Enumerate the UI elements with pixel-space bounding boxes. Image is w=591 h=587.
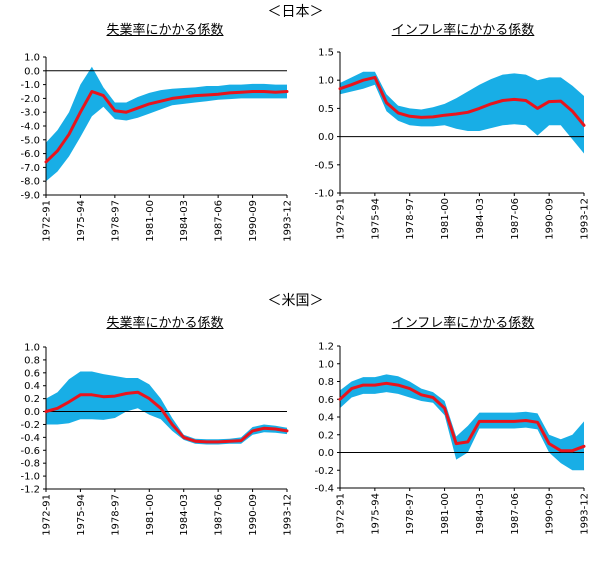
japan-unemployment-y-tick-label: -9.0 bbox=[20, 191, 40, 202]
japan-unemployment-x-tick-label: 1972-91 bbox=[42, 200, 53, 242]
japan-unemployment-y-tick-label: -3.0 bbox=[20, 108, 40, 119]
us-unemployment-x-tick-label: 1978-97 bbox=[110, 494, 121, 536]
japan-unemployment-x-tick-label: 1981-00 bbox=[145, 200, 156, 242]
japan-unemployment-x-tick-label: 1993-12 bbox=[283, 200, 294, 242]
us-unemployment-y-tick-label: -0.4 bbox=[20, 433, 40, 444]
japan-inflation-x-tick-label: 1978-97 bbox=[405, 198, 416, 240]
us-heading: ＜米国＞ bbox=[267, 293, 324, 309]
japan-inflation-x-tick-label: 1972-91 bbox=[336, 198, 347, 240]
us-inflation-y-tick-label: 1.2 bbox=[318, 342, 334, 353]
us-unemployment-y-tick-label: -0.6 bbox=[20, 446, 40, 457]
us-unemployment-confidence-band bbox=[46, 371, 287, 445]
us-inflation-x-tick-label: 1984-03 bbox=[475, 493, 486, 535]
japan-unemployment-y-tick-label: -1.0 bbox=[20, 80, 40, 91]
us-inflation-confidence-band bbox=[340, 374, 584, 471]
japan-inflation-x-tick-label: 1987-06 bbox=[510, 198, 521, 240]
japan-unemployment-x-tick-label: 1987-06 bbox=[214, 200, 225, 242]
japan-inflation-x-tick-label: 1984-03 bbox=[475, 198, 486, 240]
us-inflation-x-tick-label: 1975-94 bbox=[370, 493, 381, 535]
us-inflation-y-tick-label: 0.2 bbox=[318, 430, 334, 441]
us-unemployment-x-tick-label: 1981-00 bbox=[145, 494, 156, 536]
japan-inflation-y-tick-label: -0.5 bbox=[314, 160, 334, 171]
us-inflation-y-tick-label: -0.4 bbox=[314, 484, 334, 495]
us-inflation-x-tick-label: 1981-00 bbox=[440, 493, 451, 535]
japan-inflation-y-tick-label: 1.0 bbox=[318, 76, 334, 87]
us-inflation-x-tick-label: 1978-97 bbox=[405, 493, 416, 535]
us-unemployment-y-tick-label: -1.0 bbox=[20, 472, 40, 483]
japan-unemployment-x-tick-label: 1990-09 bbox=[248, 200, 259, 242]
japan-unemployment-chart: 1.0 0.0 -1.0 -2.0 -3.0 -4.0 -5.0 -6.0 -7.0 -8.0 -9… bbox=[20, 53, 293, 242]
japan-unemployment-y-tick-label: -6.0 bbox=[20, 149, 40, 160]
us-unemployment-chart: 1.00.8 0.6 0.4 0.2 0.0 -0.2 -0.4 -0.6 -0.8 -1.0 -1… bbox=[20, 343, 293, 536]
us-inflation-y-tick-label: 0.8 bbox=[318, 377, 334, 388]
japan-unemployment-title: 失業率にかかる係数 bbox=[106, 23, 224, 38]
us-unemployment-x-tick-label: 1975-94 bbox=[76, 494, 87, 536]
japan-unemployment-coefficient-line bbox=[44, 90, 289, 164]
us-unemployment-x-tick-label: 1984-03 bbox=[179, 494, 190, 536]
us-inflation-y-tick-label: 0.6 bbox=[318, 395, 334, 406]
us-inflation-y-tick-label: 0.4 bbox=[318, 413, 334, 424]
japan-unemployment-x-tick-label: 1984-03 bbox=[179, 200, 190, 242]
us-inflation-x-tick-label: 1987-06 bbox=[510, 493, 521, 535]
us-inflation-coefficient-line bbox=[338, 381, 586, 453]
us-inflation-y-tick-label: 1.0 bbox=[318, 359, 334, 370]
japan-inflation-x-tick-label: 1975-94 bbox=[370, 198, 381, 240]
us-inflation-title: インフレ率にかかる係数 bbox=[391, 316, 535, 331]
us-unemployment-y-tick-label: 0.8 bbox=[24, 355, 40, 366]
us-unemployment-y-tick-label: -1.2 bbox=[20, 485, 40, 496]
us-unemployment-y-tick-label: 0.4 bbox=[24, 381, 40, 392]
japan-unemployment-y-tick-label: -7.0 bbox=[20, 163, 40, 174]
us-unemployment-y-tick-label: 1.0 bbox=[24, 343, 40, 354]
japan-inflation-x-tick-label: 1993-12 bbox=[580, 198, 591, 240]
us-inflation-y-tick-label: -0.2 bbox=[314, 466, 334, 477]
japan-heading: ＜日本＞ bbox=[267, 4, 324, 20]
japan-inflation-y-tick-label: 0.0 bbox=[318, 132, 334, 143]
japan-unemployment-y-tick-label: 0.0 bbox=[24, 66, 40, 77]
us-inflation-y-tick-label: 0.0 bbox=[318, 448, 334, 459]
japan-unemployment-x-tick-label: 1978-97 bbox=[110, 200, 121, 242]
us-unemployment-x-tick-label: 1993-12 bbox=[283, 494, 294, 536]
japan-unemployment-y-tick-label: -2.0 bbox=[20, 94, 40, 105]
japan-inflation-y-tick-label: 0.5 bbox=[318, 104, 334, 115]
us-unemployment-title: 失業率にかかる係数 bbox=[106, 316, 224, 331]
japan-unemployment-y-tick-label: -4.0 bbox=[20, 122, 40, 133]
japan-unemployment-y-tick-label: -5.0 bbox=[20, 135, 40, 146]
japan-inflation-x-tick-label: 1981-00 bbox=[440, 198, 451, 240]
us-unemployment-y-tick-label: 0.2 bbox=[24, 394, 40, 405]
us-unemployment-y-tick-label: -0.8 bbox=[20, 459, 40, 470]
us-unemployment-y-tick-label: 0.0 bbox=[24, 407, 40, 418]
us-inflation-x-tick-label: 1972-91 bbox=[336, 493, 347, 535]
japan-inflation-title: インフレ率にかかる係数 bbox=[391, 23, 535, 38]
us-unemployment-y-tick-label: -0.2 bbox=[20, 420, 40, 431]
japan-inflation-y-tick-label: -1.0 bbox=[314, 189, 334, 200]
japan-unemployment-confidence-band bbox=[46, 66, 287, 182]
us-unemployment-x-tick-label: 1972-91 bbox=[42, 494, 53, 536]
us-unemployment-x-tick-label: 1990-09 bbox=[248, 494, 259, 536]
japan-inflation-x-tick-label: 1990-09 bbox=[545, 198, 556, 240]
us-unemployment-coefficient-line bbox=[44, 390, 289, 444]
us-unemployment-y-tick-label: 0.6 bbox=[24, 368, 40, 379]
japan-unemployment-y-tick-label: 1.0 bbox=[24, 53, 40, 64]
japan-inflation-coefficient-line bbox=[338, 75, 586, 127]
japan-unemployment-x-tick-label: 1975-94 bbox=[76, 200, 87, 242]
us-inflation-x-tick-label: 1990-09 bbox=[545, 493, 556, 535]
japan-unemployment-y-tick-label: -8.0 bbox=[20, 177, 40, 188]
us-inflation-x-tick-label: 1993-12 bbox=[580, 493, 591, 535]
us-unemployment-x-tick-label: 1987-06 bbox=[214, 494, 225, 536]
japan-inflation-y-tick-label: 1.5 bbox=[318, 48, 334, 59]
